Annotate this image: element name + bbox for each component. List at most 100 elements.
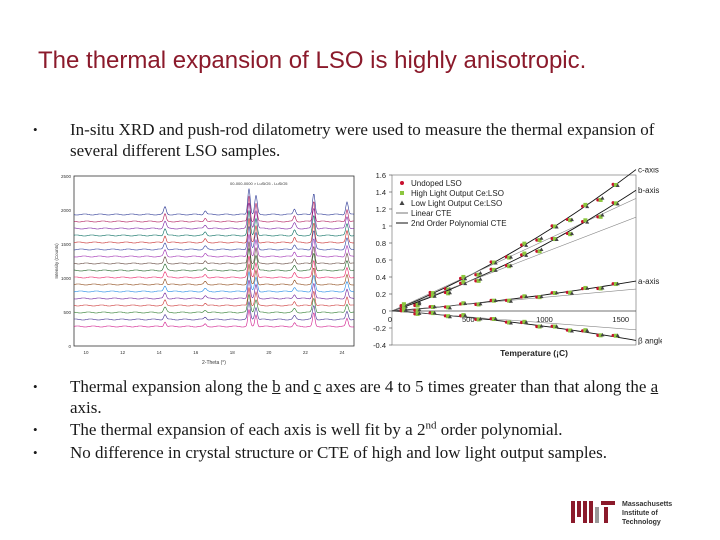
xrd-pattern-line — [74, 279, 355, 300]
bullet-marker: • — [33, 379, 38, 394]
cte-point-high-ce — [476, 302, 481, 307]
xrd-pattern-line — [73, 226, 355, 251]
cte-point-low-ce — [585, 220, 590, 224]
cte-point-high-ce — [552, 291, 557, 296]
bullet-marker: • — [33, 122, 38, 137]
xrd-header-text: 00-000-0000 > LuSiO5 - LuSiO5 — [230, 181, 288, 186]
cte-point-low-ce — [569, 217, 574, 222]
cte-point-low-ce — [539, 236, 544, 240]
cte-point-high-ce — [491, 267, 496, 272]
cte-point-high-ce — [401, 308, 406, 313]
cte-point-low-ce — [478, 316, 483, 321]
cte-point-low-ce — [600, 213, 605, 217]
xrd-pattern-line — [73, 309, 354, 328]
cte-point-high-ce — [583, 328, 588, 333]
xrd-ytick-label: 1000 — [61, 276, 72, 281]
cte-ytick-label: 1 — [382, 222, 386, 231]
cte-point-high-ce — [537, 238, 542, 243]
cte-point-low-ce — [493, 298, 498, 302]
cte-ytick-label: 1.4 — [376, 188, 386, 197]
cte-point-low-ce — [615, 201, 620, 206]
cte-point-high-ce — [598, 214, 603, 219]
cte-point-low-ce — [539, 247, 544, 252]
cte-point-low-ce — [508, 263, 513, 268]
cte-point-high-ce — [430, 311, 435, 316]
cte-point-high-ce — [415, 311, 420, 316]
cte-legend-marker — [400, 181, 404, 185]
xrd-xtick-label: 20 — [266, 350, 272, 355]
xrd-chart: 2500 2000 1500 1000 500 0 10 12 14 16 18 20 22 24 2-Th… — [54, 174, 355, 366]
cte-point-high-ce — [446, 305, 451, 310]
cte-point-low-ce — [539, 294, 544, 299]
cte-point-high-ce — [446, 291, 451, 296]
cte-point-high-ce — [522, 319, 527, 324]
cte-ytick-label: 1.2 — [376, 205, 386, 214]
cte-point-low-ce — [478, 270, 483, 275]
cte-point-low-ce — [447, 290, 452, 295]
cte-point-high-ce — [491, 260, 496, 265]
cte-point-high-ce — [430, 293, 435, 298]
cte-xlabel: Temperature (¡C) — [500, 348, 568, 358]
cte-point-low-ce — [524, 253, 529, 257]
cte-point-low-ce — [600, 285, 605, 290]
cte-point-low-ce — [569, 231, 574, 236]
xrd-pattern-line — [73, 287, 354, 307]
cte-ytick-label: 1.6 — [376, 171, 386, 180]
xrd-xtick-label: 10 — [83, 350, 89, 355]
bullet-marker: • — [33, 422, 38, 437]
cte-ytick-label: 0.6 — [376, 256, 386, 265]
xrd-pattern-line — [73, 218, 355, 244]
xrd-pattern-line — [73, 263, 355, 286]
cte-point-high-ce — [613, 282, 618, 287]
xrd-ytick-label: 500 — [63, 310, 71, 315]
xrd-plot-frame — [73, 175, 355, 347]
cte-point-low-ce — [539, 324, 544, 328]
cte-point-high-ce — [598, 333, 603, 338]
cte-point-high-ce — [537, 295, 542, 300]
cte-point-low-ce — [615, 281, 620, 286]
cte-point-low-ce — [554, 290, 559, 295]
cte-point-low-ce — [463, 301, 468, 306]
cte-series-label: b-axis — [638, 186, 659, 195]
xrd-pattern-line — [73, 247, 355, 272]
cte-point-high-ce — [401, 302, 406, 307]
cte-point-low-ce — [508, 255, 513, 259]
cte-series-label: c-axis — [638, 168, 659, 175]
cte-legend-marker — [400, 191, 404, 195]
cte-point-high-ce — [522, 294, 527, 299]
cte-point-high-ce — [583, 202, 588, 207]
cte-point-high-ce — [461, 301, 466, 306]
cte-point-low-ce — [478, 301, 483, 306]
cte-point-high-ce — [507, 255, 512, 260]
cte-ytick-label: 0.2 — [376, 290, 386, 299]
mit-logo-text: Massachusetts Institute of Technology — [622, 501, 673, 526]
cte-point-high-ce — [552, 224, 557, 229]
cte-point-high-ce — [522, 251, 527, 256]
cte-point-high-ce — [476, 278, 481, 283]
mit-logo-icon — [571, 501, 615, 523]
cte-point-low-ce — [403, 308, 408, 312]
cte-point-high-ce — [461, 313, 466, 318]
cte-point-high-ce — [522, 241, 527, 246]
cte-point-high-ce — [415, 308, 420, 313]
cte-point-high-ce — [552, 324, 557, 329]
cte-legend-label: Linear CTE — [411, 209, 451, 218]
cte-legend-label: Low Light Output Ce:LSO — [411, 199, 502, 208]
xrd-pattern-line — [73, 234, 355, 258]
cte-point-high-ce — [507, 298, 512, 303]
slide-title: The thermal expansion of LSO is highly a… — [38, 47, 587, 74]
cte-point-high-ce — [476, 272, 481, 277]
cte-point-low-ce — [478, 277, 483, 281]
xrd-ytick-label: 2000 — [61, 208, 72, 213]
cte-xtick-label: 500 — [462, 315, 475, 324]
bullet-text: The thermal expansion of each axis is we… — [70, 419, 563, 439]
cte-point-low-ce — [493, 268, 498, 272]
cte-point-low-ce — [463, 281, 468, 286]
xrd-xtick-label: 22 — [303, 350, 309, 355]
cte-point-high-ce — [613, 333, 618, 338]
bullet-marker: • — [33, 445, 38, 460]
cte-point-low-ce — [493, 261, 498, 265]
xrd-pattern-line — [73, 293, 355, 314]
cte-point-low-ce — [554, 237, 559, 242]
